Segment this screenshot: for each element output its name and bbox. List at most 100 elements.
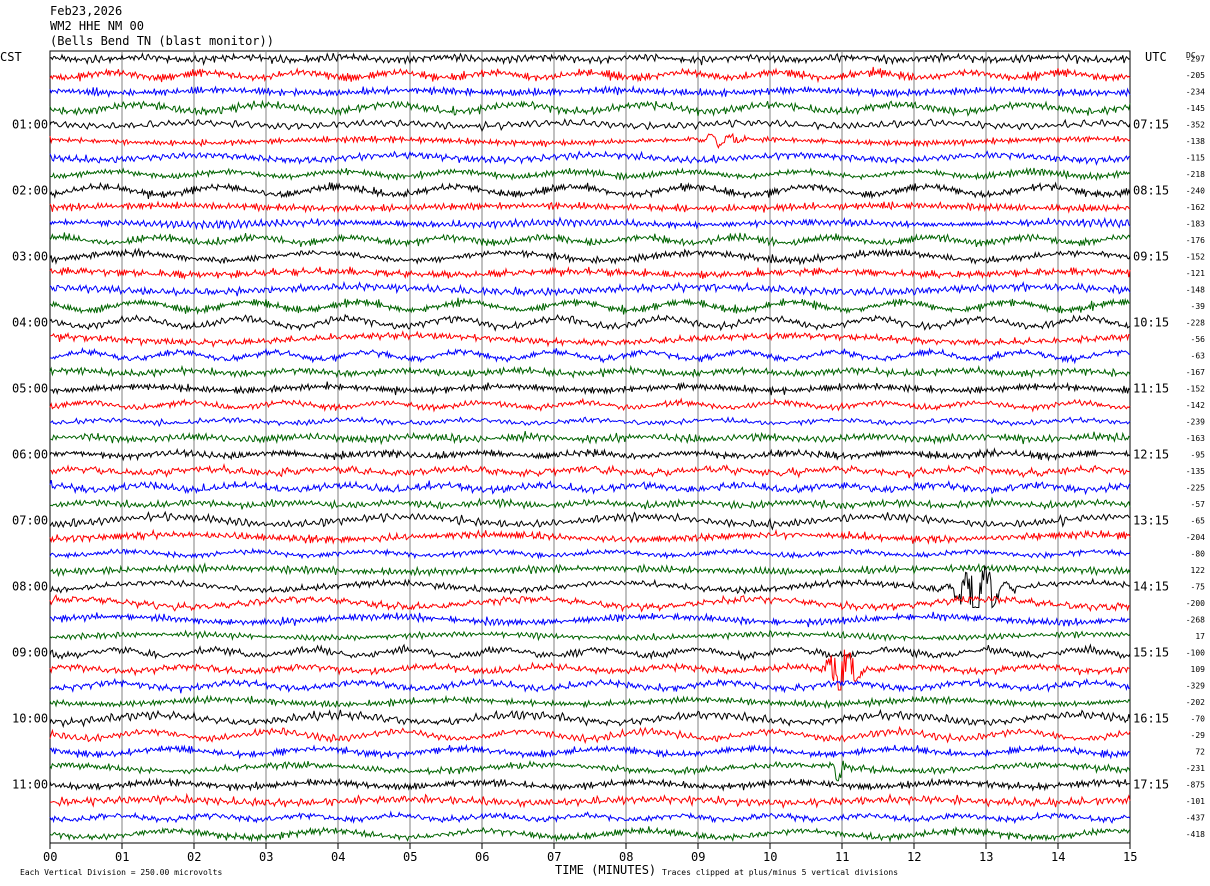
x-tick-label: 03 (259, 850, 273, 864)
x-tick-label: 04 (331, 850, 345, 864)
x-tick-label: 08 (619, 850, 633, 864)
cst-hour-label: 11:00 (12, 778, 48, 792)
clip-note: Traces clipped at plus/minus 5 vertical … (662, 868, 898, 877)
x-tick-label: 05 (403, 850, 417, 864)
x-tick-label: 15 (1123, 850, 1137, 864)
dc-offset-label: -163 (1186, 434, 1205, 443)
cst-hour-label: 10:00 (12, 712, 48, 726)
plot-frame (49, 50, 1131, 844)
dc-offset-label: -225 (1186, 484, 1205, 493)
seismic-trace (49, 643, 1131, 662)
seismic-trace (49, 132, 1131, 150)
dc-offset-label: -138 (1186, 137, 1205, 146)
seismic-trace (49, 313, 1131, 332)
x-tick-label: 11 (835, 850, 849, 864)
dc-offset-label: -95 (1191, 451, 1206, 460)
seismic-trace (49, 416, 1131, 428)
x-tick-label: 12 (907, 850, 921, 864)
dc-offset-label: -352 (1186, 121, 1205, 130)
dc-offset-label: -162 (1186, 203, 1205, 212)
seismic-trace (49, 463, 1131, 479)
trace-group (49, 52, 1131, 843)
dc-offset-label: -228 (1186, 319, 1205, 328)
cst-hour-label: 07:00 (12, 514, 48, 528)
scale-note: Each Vertical Division = 250.00 microvol… (20, 868, 222, 877)
dc-offset-label: 72 (1195, 748, 1205, 757)
seismic-trace (49, 611, 1131, 628)
seismic-trace (49, 743, 1131, 760)
dc-offset-label: 109 (1191, 665, 1206, 674)
x-tick-label: 01 (115, 850, 129, 864)
dc-offset-label: -437 (1186, 814, 1205, 823)
seismic-trace (49, 166, 1131, 182)
x-tick-label: 02 (187, 850, 201, 864)
dc-offset-label: -205 (1186, 71, 1205, 80)
dc-offset-label: -142 (1186, 401, 1205, 410)
utc-hour-label: 07:15 (1133, 118, 1169, 132)
dc-offset-label: -100 (1186, 649, 1205, 658)
station-location: (Bells Bend TN (blast monitor)) (50, 34, 274, 48)
cst-time-labels: 01:00 02:00 03:00 04:00 05:00 06:00 07:00 08:00… (12, 118, 48, 792)
dc-offset-label: -204 (1186, 533, 1205, 542)
seismic-trace (49, 510, 1131, 531)
seismic-trace (49, 232, 1131, 248)
seismic-trace (49, 479, 1131, 496)
dc-offset-label: -239 (1186, 418, 1205, 427)
seismic-trace (49, 447, 1131, 462)
utc-hour-label: 13:15 (1133, 514, 1169, 528)
seismic-trace (49, 99, 1131, 117)
seismic-trace (49, 52, 1131, 67)
seismic-trace (49, 85, 1131, 99)
dc-offset-label: -329 (1186, 682, 1205, 691)
utc-hour-label: 10:15 (1133, 316, 1169, 330)
dc-offset-label: -234 (1186, 88, 1205, 97)
dc-offset-label: -167 (1186, 368, 1205, 377)
dc-offset-label: -121 (1186, 269, 1205, 278)
seismic-trace (49, 297, 1131, 315)
seismic-trace (49, 430, 1131, 446)
dc-offset-label: -875 (1186, 781, 1205, 790)
utc-time-labels: 07:15 08:15 09:15 10:15 11:15 12:15 13:15 14:15… (1133, 118, 1169, 792)
seismic-trace (49, 810, 1131, 825)
x-tick-label: 06 (475, 850, 489, 864)
dc-offset-label: -57 (1191, 500, 1206, 509)
cst-hour-label: 01:00 (12, 118, 48, 132)
station-code: WM2 HHE NM 00 (50, 19, 144, 33)
seismic-trace (49, 330, 1131, 349)
utc-hour-label: 08:15 (1133, 184, 1169, 198)
utc-zone-label: UTC (1145, 50, 1167, 64)
x-tick-label: 10 (763, 850, 777, 864)
seismic-trace (49, 649, 1130, 691)
seismic-trace (49, 397, 1131, 413)
dc-offset-label: -63 (1191, 352, 1206, 361)
dc-offset-label: -176 (1186, 236, 1205, 245)
dc-offset-label: -56 (1191, 335, 1206, 344)
dc-offset-label: -152 (1186, 385, 1205, 394)
dc-offset-label: -218 (1186, 170, 1205, 179)
seismic-trace (49, 725, 1131, 745)
utc-hour-label: 16:15 (1133, 712, 1169, 726)
seismic-trace (49, 825, 1131, 843)
seismic-trace (49, 247, 1131, 266)
dc-offset-label: -152 (1186, 253, 1205, 262)
cst-hour-label: 05:00 (12, 382, 48, 396)
cst-hour-label: 04:00 (12, 316, 48, 330)
dc-offset-label: -115 (1186, 154, 1205, 163)
seismic-trace (49, 694, 1131, 710)
x-tick-label: 07 (547, 850, 561, 864)
utc-hour-label: 09:15 (1133, 250, 1169, 264)
seismic-trace (49, 677, 1131, 694)
dc-header-label: DC (1186, 51, 1196, 60)
dc-offset-label: -65 (1191, 517, 1206, 526)
dc-offset-label: -202 (1186, 698, 1205, 707)
dc-offset-label: -39 (1191, 302, 1206, 311)
dc-offset-label: -135 (1186, 467, 1205, 476)
x-axis-label: TIME (MINUTES) (555, 863, 656, 877)
seismic-trace (49, 629, 1131, 643)
seismic-trace (49, 528, 1131, 545)
x-axis-ticks: 00 01 02 03 04 05 06 07 08 09 10 11 12 13 14 15 (43, 843, 1137, 864)
dc-offset-label: -268 (1186, 616, 1205, 625)
dc-offset-label: -70 (1191, 715, 1206, 724)
seismic-trace (49, 216, 1131, 231)
